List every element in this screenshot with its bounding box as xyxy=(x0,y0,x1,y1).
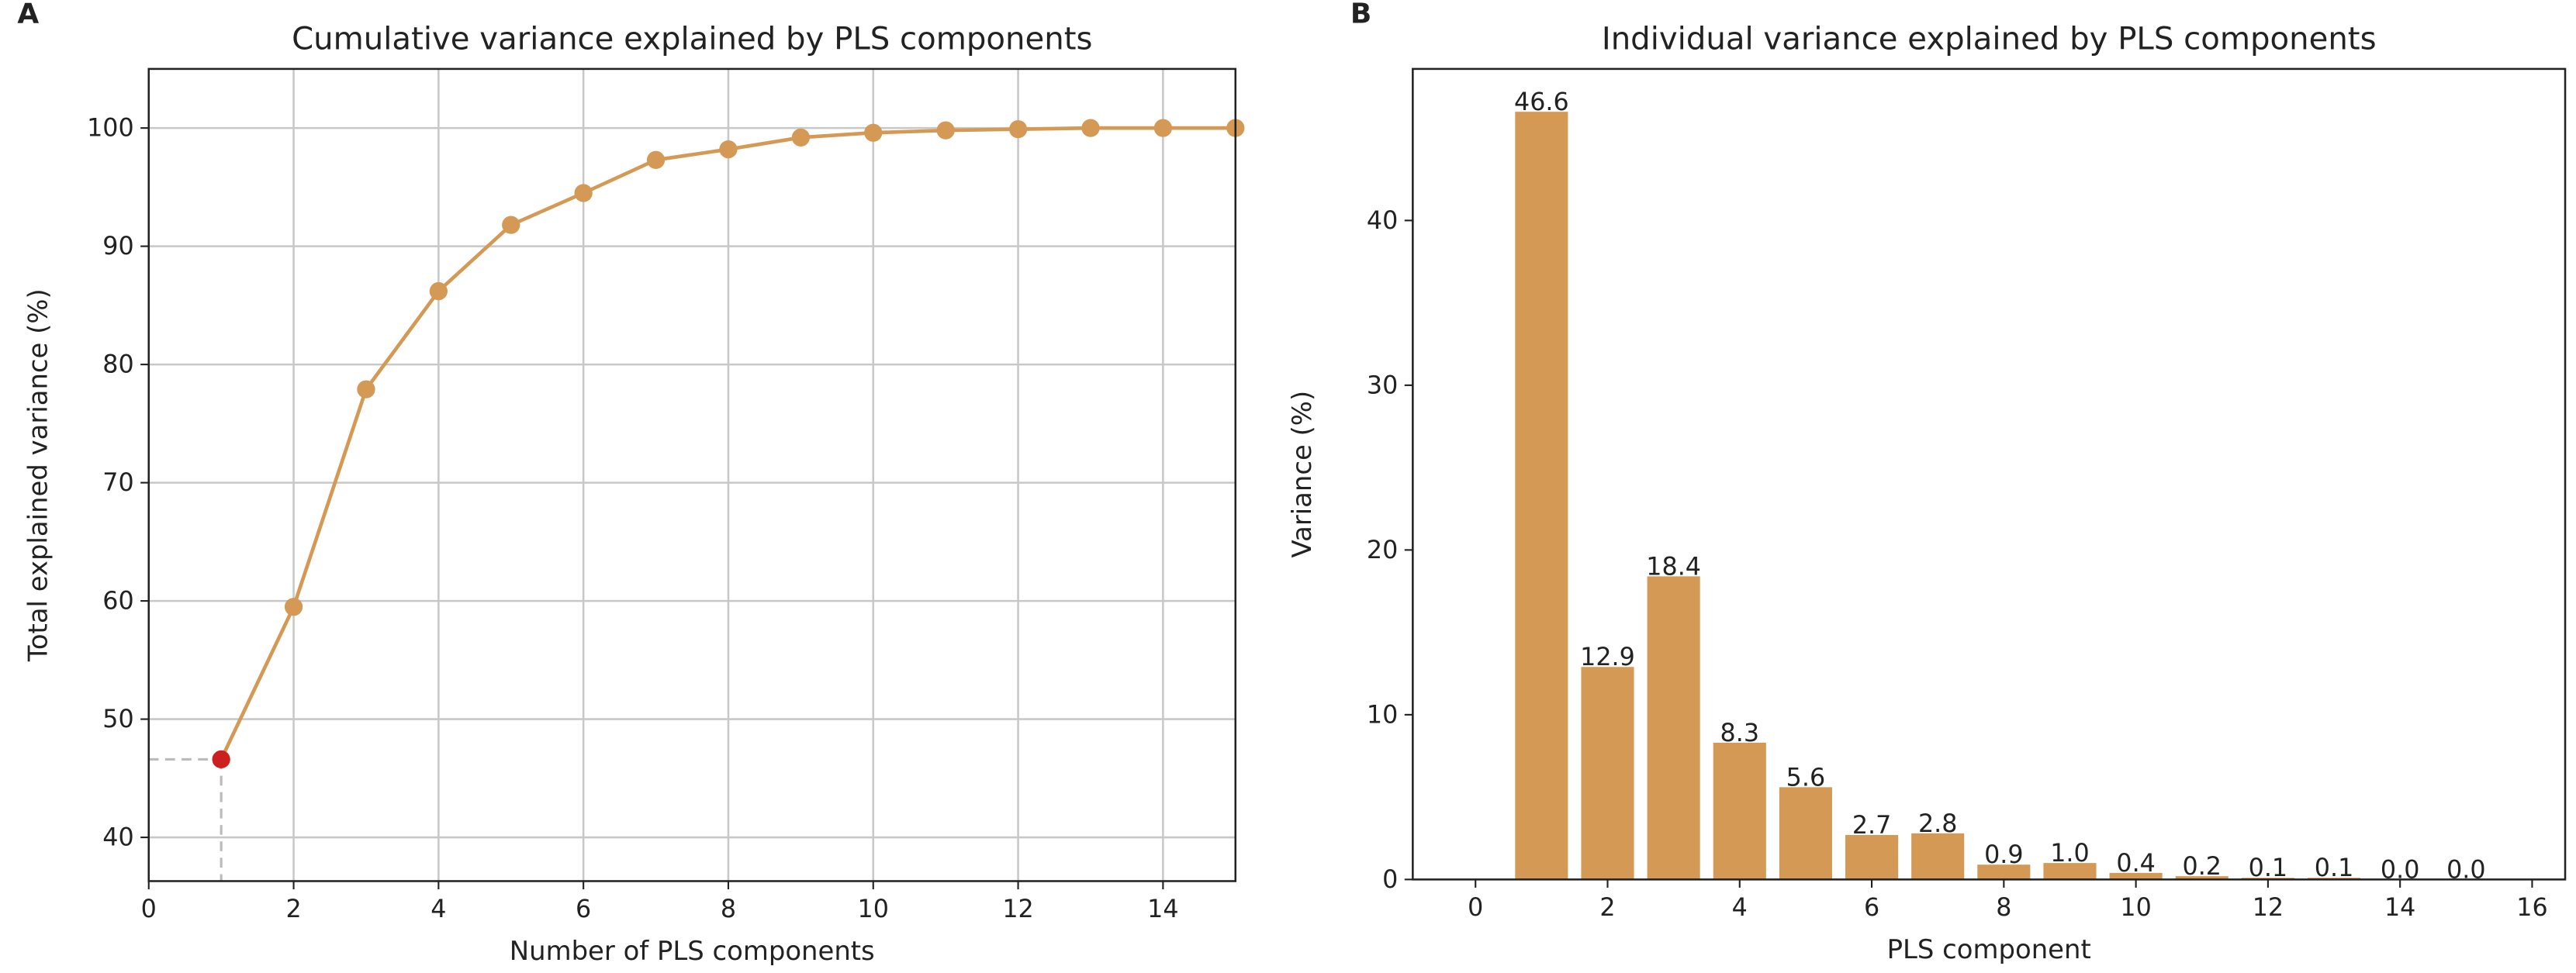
y-tick-label: 60 xyxy=(102,588,133,616)
value-label: 12.9 xyxy=(1580,643,1635,671)
value-label: 0.1 xyxy=(2249,854,2287,882)
point xyxy=(502,216,520,234)
y-tick-label: 90 xyxy=(102,233,133,261)
point xyxy=(212,750,230,769)
y-tick-label: 10 xyxy=(1367,701,1398,729)
panel-label: B xyxy=(1350,0,1371,30)
value-label: 0.4 xyxy=(2116,850,2155,878)
x-axis-label: PLS component xyxy=(1887,934,2091,964)
bar xyxy=(1911,833,1965,880)
bar xyxy=(1581,667,1634,880)
value-label: 5.6 xyxy=(1786,764,1825,792)
bar xyxy=(2109,872,2163,880)
x-tick-label: 2 xyxy=(285,895,301,923)
x-tick-label: 14 xyxy=(2384,894,2415,922)
x-tick-label: 4 xyxy=(430,895,446,923)
y-tick-label: 40 xyxy=(102,824,133,852)
plot-frame xyxy=(1412,67,2567,881)
y-tick-label: 50 xyxy=(102,706,133,733)
y-tick-label: 80 xyxy=(102,351,133,379)
bar xyxy=(1713,742,1766,880)
y-axis-label: Total explained variance (%) xyxy=(23,288,54,662)
panel: A Cumulative variance explained by PLS co… xyxy=(17,0,1245,966)
value-label: 1.0 xyxy=(2050,840,2089,868)
x-axis-label: Number of PLS components xyxy=(510,936,875,966)
point xyxy=(1008,120,1028,139)
point xyxy=(864,123,883,142)
bar xyxy=(2043,863,2097,880)
panel: B Individual variance explained by PLS co… xyxy=(1287,0,2567,964)
bar xyxy=(1977,864,2031,880)
point xyxy=(574,184,593,202)
bar xyxy=(1647,576,1700,880)
value-label: 46.6 xyxy=(1514,88,1569,116)
y-tick-label: 40 xyxy=(1367,207,1398,235)
x-tick-label: 14 xyxy=(1147,895,1178,923)
value-label: 18.4 xyxy=(1646,553,1701,581)
y-tick-label: 30 xyxy=(1367,371,1398,399)
bar xyxy=(1779,787,1832,880)
value-label: 0.1 xyxy=(2315,854,2353,882)
x-tick-label: 0 xyxy=(1468,894,1483,922)
bar xyxy=(1515,112,1568,880)
bar xyxy=(1845,834,1899,880)
point xyxy=(429,281,448,301)
x-tick-label: 10 xyxy=(858,895,889,923)
bar xyxy=(2175,876,2228,880)
x-tick-label: 16 xyxy=(2516,894,2547,922)
x-tick-label: 4 xyxy=(1732,894,1748,922)
y-axis-label: Variance (%) xyxy=(1287,391,1317,558)
x-tick-label: 6 xyxy=(576,895,591,923)
x-tick-label: 12 xyxy=(2253,894,2284,922)
point xyxy=(791,128,811,147)
point xyxy=(936,121,955,140)
x-tick-label: 2 xyxy=(1599,894,1615,922)
point xyxy=(719,140,738,159)
x-tick-label: 10 xyxy=(2120,894,2151,922)
point xyxy=(357,380,375,399)
x-tick-label: 8 xyxy=(721,895,736,923)
value-label: 2.8 xyxy=(1918,810,1957,838)
chart-title: Cumulative variance explained by PLS com… xyxy=(292,21,1092,57)
x-tick-label: 0 xyxy=(141,895,157,923)
chart-title: Individual variance explained by PLS com… xyxy=(1602,21,2377,57)
x-tick-label: 8 xyxy=(1996,894,2011,922)
value-label: 0.9 xyxy=(1984,841,2023,869)
x-tick-label: 6 xyxy=(1864,894,1879,922)
y-tick-label: 100 xyxy=(87,115,134,143)
value-label: 2.7 xyxy=(1852,812,1891,840)
y-tick-label: 70 xyxy=(102,469,133,497)
y-tick-label: 20 xyxy=(1367,537,1398,564)
panel-label: A xyxy=(17,0,39,30)
point xyxy=(284,598,303,616)
x-tick-label: 12 xyxy=(1002,895,1033,923)
value-label: 8.3 xyxy=(1720,719,1759,747)
plot-frame xyxy=(147,67,1237,882)
point xyxy=(1153,119,1173,137)
point xyxy=(1081,119,1100,137)
y-tick-label: 0 xyxy=(1382,866,1398,894)
value-label: 0.2 xyxy=(2183,853,2222,881)
point xyxy=(646,150,666,169)
